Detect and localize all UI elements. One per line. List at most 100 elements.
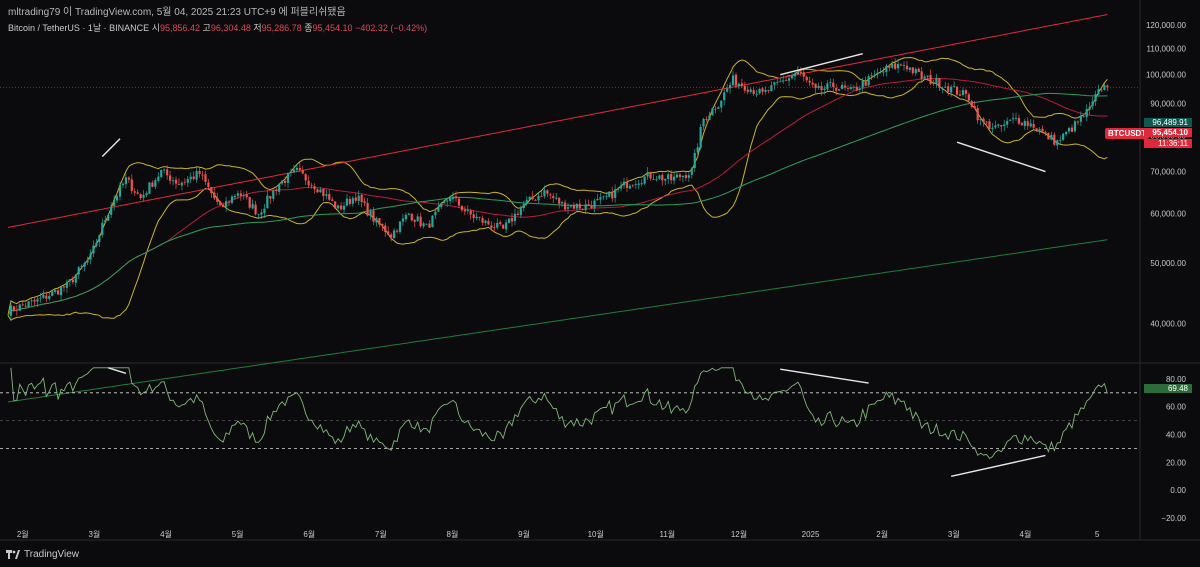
candle-body	[808, 80, 811, 83]
candle-body	[437, 206, 440, 212]
candle-body	[1085, 109, 1088, 117]
candle-body	[587, 204, 590, 206]
price-tick-label: 70,000.00	[1150, 168, 1186, 177]
price-tick-label: 110,000.00	[1147, 45, 1187, 54]
candle-body	[885, 65, 888, 72]
candle-body	[655, 179, 658, 181]
price-tick-label: 60,000.00	[1150, 209, 1186, 218]
candle-body	[843, 85, 847, 88]
candle-body	[118, 185, 122, 197]
rsi-tick-label: 60.00	[1166, 403, 1187, 412]
candle-body	[304, 174, 307, 181]
candle-body	[681, 175, 685, 178]
open-value: 95,856.42	[159, 23, 201, 33]
candle-body	[879, 72, 882, 74]
candle-body	[826, 83, 829, 90]
candle-body	[643, 176, 646, 184]
candle-body	[938, 78, 941, 88]
candle-body	[65, 281, 69, 288]
candle-body	[236, 193, 239, 196]
candle-body	[782, 80, 785, 82]
candle-body	[944, 86, 947, 88]
rsi-tick-label: −20.00	[1161, 514, 1186, 523]
candle-body	[113, 200, 116, 206]
publish-caption: mltrading79 이 TradingView.com, 5월 04, 20…	[8, 7, 346, 18]
candle-body	[372, 210, 375, 222]
candle-body	[572, 205, 575, 209]
price-tick-label: 50,000.00	[1150, 259, 1186, 268]
rsi-tick-label: 0.00	[1170, 486, 1186, 495]
candle-body	[257, 214, 260, 216]
candle-body	[384, 225, 387, 233]
candle-body	[708, 115, 711, 121]
countdown-tag: 11:36:11	[1144, 139, 1192, 148]
candle-body	[160, 170, 163, 178]
candle-body	[832, 82, 835, 88]
candle-body	[776, 81, 779, 83]
candle-body	[54, 289, 57, 292]
candle-body	[905, 65, 909, 70]
candle-body	[283, 180, 287, 183]
candle-body	[454, 196, 458, 199]
candle-body	[882, 71, 885, 73]
time-tick-label: 7월	[375, 529, 387, 539]
candle-body	[920, 71, 923, 79]
time-tick-label: 4월	[160, 529, 172, 539]
candle-body	[95, 242, 98, 246]
candle-body	[923, 76, 926, 79]
candle-body	[593, 200, 596, 209]
candle-body	[245, 194, 248, 198]
candle-body	[917, 68, 920, 73]
candle-body	[278, 183, 281, 192]
candle-body	[27, 301, 30, 308]
change-value: −402.32 (−0.42%)	[355, 23, 428, 33]
candle-body	[301, 169, 304, 174]
candle-body	[478, 216, 481, 218]
candle-body	[961, 90, 965, 96]
candle-body	[619, 185, 623, 189]
candle-body	[749, 89, 752, 92]
candle-body	[675, 174, 679, 178]
candle-body	[30, 300, 33, 302]
ma-mid-line	[7, 77, 1108, 316]
candle-body	[723, 92, 726, 101]
candle-body	[584, 204, 587, 211]
candle-body	[1070, 127, 1074, 132]
candle-body	[1029, 123, 1032, 127]
candle-body	[121, 183, 125, 186]
candle-body	[463, 209, 466, 212]
candle-body	[48, 295, 51, 299]
candle-body	[1041, 128, 1044, 132]
low-value: 95,286.78	[261, 23, 302, 33]
candle-body	[395, 230, 399, 232]
candle-body	[222, 204, 225, 208]
candle-body	[198, 170, 201, 174]
bollinger-lower-line	[7, 78, 1108, 321]
candle-body	[858, 88, 861, 90]
candle-body	[1020, 122, 1023, 126]
candle-body	[770, 85, 773, 92]
candle-body	[1032, 123, 1035, 128]
time-tick-label: 10월	[588, 529, 604, 539]
candle-body	[507, 218, 511, 224]
candle-body	[422, 223, 425, 227]
candle-body	[460, 205, 463, 211]
candles	[9, 58, 1109, 322]
candle-body	[876, 72, 879, 75]
candle-body	[634, 184, 637, 186]
divergence-line	[108, 367, 127, 375]
tradingview-logo[interactable]: TradingView	[6, 549, 79, 560]
candle-body	[805, 76, 808, 81]
candle-body	[227, 201, 231, 203]
candle-body	[985, 121, 988, 123]
candle-body	[328, 193, 331, 200]
candle-body	[466, 209, 469, 211]
candle-body	[867, 76, 870, 86]
candle-body	[802, 72, 805, 77]
candle-body	[393, 230, 396, 239]
price-tick-label: 100,000.00	[1146, 71, 1187, 80]
candle-body	[322, 188, 325, 197]
candle-body	[773, 82, 776, 85]
candle-body	[490, 225, 493, 228]
